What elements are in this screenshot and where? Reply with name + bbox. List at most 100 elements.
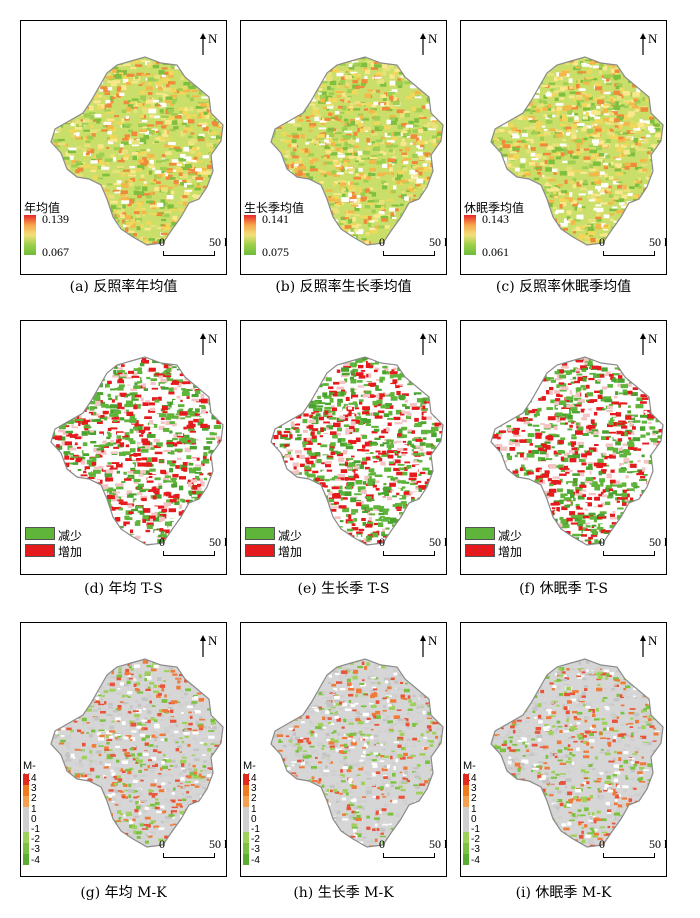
region-border <box>490 356 664 546</box>
legend-min: 0.067 <box>42 245 69 259</box>
north-label: N <box>428 31 438 46</box>
region-map <box>270 56 444 246</box>
region-map <box>490 56 664 246</box>
north-arrow-icon <box>200 333 206 355</box>
panel-caption: (a) 反照率年均值 <box>69 279 178 295</box>
region-border <box>50 356 224 546</box>
scale-distance: 50 km <box>429 535 446 549</box>
mk-tick: 0 <box>471 813 477 825</box>
color-ramp <box>244 215 256 255</box>
mk-tick: 3 <box>471 783 477 795</box>
scale-zero: 0 <box>159 837 165 851</box>
mk-tick: 4 <box>31 773 37 784</box>
color-ramp <box>24 215 36 255</box>
north-arrow-icon <box>640 635 646 657</box>
region-map <box>270 658 444 848</box>
north-arrow-icon <box>420 33 426 55</box>
panel-caption: (e) 生长季 T-S <box>297 581 390 597</box>
legend-min: 0.075 <box>262 245 289 259</box>
north-label: N <box>648 31 658 46</box>
mk-tick: 0 <box>251 813 257 825</box>
panel-caption: (i) 休眠季 M-K <box>515 885 612 901</box>
scale-distance: 50 km <box>429 235 446 249</box>
mk-tick: -1 <box>471 824 480 835</box>
scale-line <box>383 551 435 556</box>
mk-tick: -2 <box>471 834 480 846</box>
panel-caption: (h) 生长季 M-K <box>293 885 394 901</box>
mk-tick: -1 <box>31 824 40 835</box>
mk-tick: -3 <box>471 844 480 856</box>
mk-tick: 2 <box>31 793 37 805</box>
mk-tick: 1 <box>251 803 257 815</box>
mk-color-scale <box>463 774 469 865</box>
increase-swatch <box>465 544 495 557</box>
increase-label: 增加 <box>278 545 303 559</box>
raster-cells <box>271 57 443 245</box>
scale-zero: 0 <box>379 837 385 851</box>
scale-zero: 0 <box>379 235 385 249</box>
mk-color-scale <box>243 774 249 865</box>
region-map <box>270 356 444 546</box>
region-fill <box>491 659 663 847</box>
mk-tick: -1 <box>251 824 260 835</box>
scale-line <box>383 853 435 858</box>
panel-caption: (f) 休眠季 T-S <box>519 581 608 597</box>
panel-caption: (g) 年均 M-K <box>80 885 167 901</box>
legend-max: 0.141 <box>262 212 289 226</box>
north-label: N <box>208 633 218 648</box>
scale-distance: 50 km <box>429 837 446 851</box>
color-ramp <box>464 215 476 255</box>
north-label: N <box>428 633 438 648</box>
region-border <box>50 56 224 246</box>
scale-distance: 50 km <box>649 535 666 549</box>
region-border <box>50 658 224 848</box>
scale-line <box>603 853 655 858</box>
north-label: N <box>648 633 658 648</box>
legend-max: 0.139 <box>42 212 69 226</box>
panel-caption: (d) 年均 T-S <box>84 581 163 597</box>
scale-distance: 50 km <box>209 235 226 249</box>
region-fill <box>51 659 223 847</box>
north-label: N <box>648 331 658 346</box>
north-arrow-icon <box>200 33 206 55</box>
decrease-label: 减少 <box>278 529 303 543</box>
scale-line <box>163 853 215 858</box>
mk-tick: 4 <box>471 773 477 784</box>
mk-color-scale <box>23 774 29 865</box>
scale-zero: 0 <box>379 535 385 549</box>
decrease-swatch <box>25 527 55 540</box>
north-label: N <box>208 331 218 346</box>
legend-title: 休眠季均值 <box>464 201 525 215</box>
scale-zero: 0 <box>599 837 605 851</box>
region-map <box>50 56 224 246</box>
increase-swatch <box>25 544 55 557</box>
mk-tick: -3 <box>31 844 40 856</box>
scale-distance: 50 km <box>649 235 666 249</box>
scale-line <box>603 551 655 556</box>
region-border <box>490 56 664 246</box>
north-arrow-icon <box>640 33 646 55</box>
increase-label: 增加 <box>498 545 523 559</box>
region-map <box>50 356 224 546</box>
scale-distance: 50 km <box>649 837 666 851</box>
mk-tick: -2 <box>251 834 260 846</box>
mk-tick: 2 <box>251 793 257 805</box>
scale-line <box>163 251 215 256</box>
legend-min: 0.061 <box>482 245 509 259</box>
scale-distance: 50 km <box>209 837 226 851</box>
mk-tick: 2 <box>471 793 477 805</box>
panel-caption: (b) 反照率生长季均值 <box>275 279 412 295</box>
region-map <box>490 658 664 848</box>
scale-zero: 0 <box>159 535 165 549</box>
scale-zero: 0 <box>599 235 605 249</box>
mk-tick: -4 <box>471 854 480 866</box>
increase-swatch <box>245 544 275 557</box>
north-label: N <box>208 31 218 46</box>
mk-tick: 3 <box>251 783 257 795</box>
